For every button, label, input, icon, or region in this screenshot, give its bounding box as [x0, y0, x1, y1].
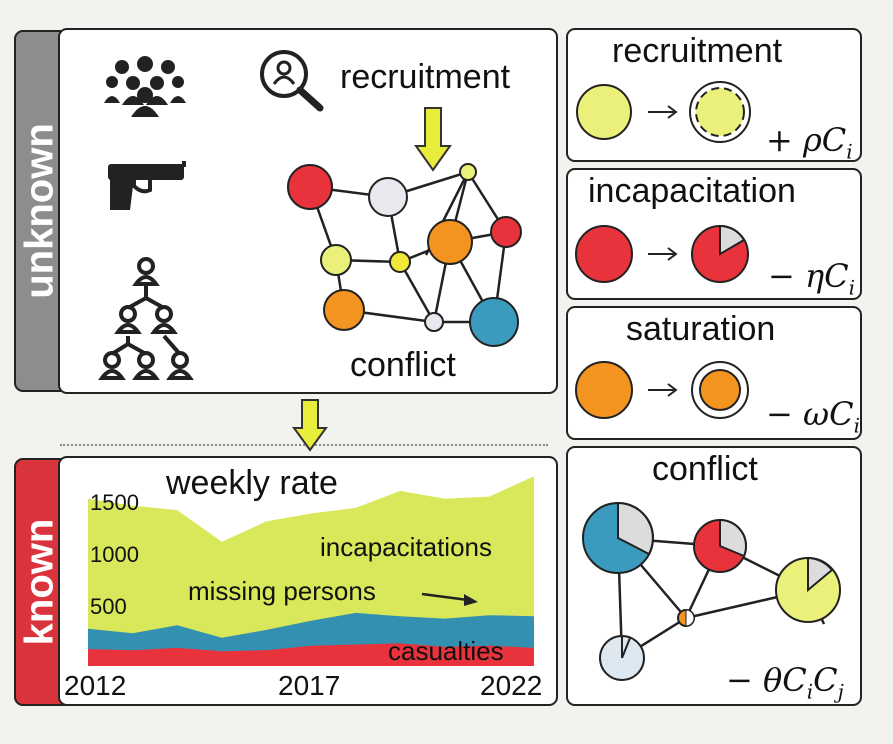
hierarchy-icon — [98, 257, 194, 380]
weekly-rate-chart — [88, 476, 534, 666]
separator-line — [60, 444, 548, 446]
search-person-icon — [260, 50, 324, 112]
annotation-casualties: casualties — [388, 636, 504, 666]
node-blue — [469, 297, 519, 347]
xtick-2022: 2022 — [480, 670, 543, 701]
node-orange-2 — [323, 289, 365, 331]
node-red — [287, 164, 333, 210]
unknown-tab: unknown — [14, 30, 66, 392]
node-bright-yellow — [389, 251, 411, 273]
area-casualties — [88, 643, 534, 666]
recruitment-label: recruitment — [340, 58, 511, 96]
node-white-small — [424, 312, 444, 332]
known-arrow — [292, 399, 328, 452]
node-yellow — [320, 244, 352, 276]
mechanism-incapacitation-title: incapacitation — [588, 172, 796, 210]
mechanism-incapacitation-formula: − ηCi — [768, 257, 856, 300]
annotation-missing-persons: missing persons — [188, 576, 376, 606]
mechanism-saturation-formula: − ωCi — [766, 395, 860, 438]
mechanism-saturation-title: saturation — [626, 310, 776, 348]
handgun-icon — [108, 161, 186, 210]
ytick-500: 500 — [90, 594, 127, 619]
mechanism-conflict-title: conflict — [652, 450, 758, 488]
ytick-1500: 1500 — [90, 490, 139, 515]
recruitment-diagram — [576, 81, 751, 143]
chart-title: weekly rate — [166, 464, 338, 502]
node-white — [368, 177, 408, 217]
mechanism-conflict-formula: − θCiCj — [726, 661, 844, 704]
conflict-label: conflict — [350, 346, 456, 384]
known-label: known — [17, 518, 62, 646]
xtick-2012: 2012 — [64, 670, 127, 701]
incapacitation-diagram — [575, 224, 749, 283]
node-red-small — [490, 216, 522, 248]
conflict-diagram — [582, 501, 841, 681]
missing-persons-pointer — [421, 592, 478, 606]
crowd-icon — [104, 56, 186, 117]
ytick-1000: 1000 — [90, 542, 139, 567]
saturation-diagram — [575, 361, 749, 419]
unknown-label: unknown — [17, 123, 62, 299]
network-graph — [287, 163, 522, 347]
mechanism-recruitment-formula: + ρCi — [766, 121, 853, 164]
recruitment-arrow — [414, 107, 452, 172]
mechanism-recruitment-title: recruitment — [612, 32, 783, 70]
node-small-yellow — [459, 163, 477, 181]
xtick-2017: 2017 — [278, 670, 341, 701]
node-orange — [427, 219, 473, 265]
annotation-incapacitations: incapacitations — [320, 532, 492, 562]
